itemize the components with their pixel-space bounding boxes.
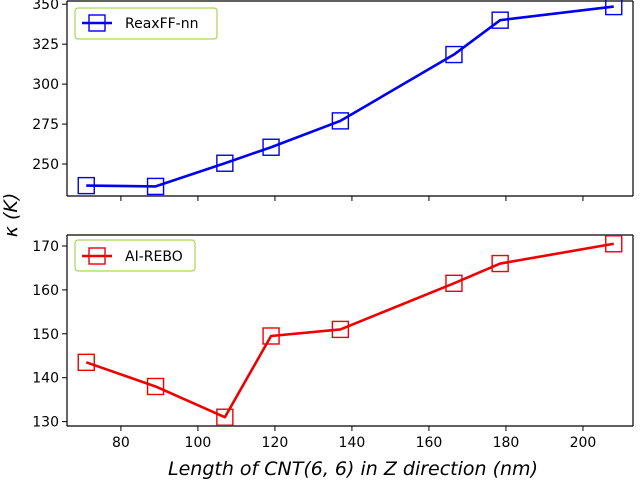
top-data-point (605, 0, 623, 16)
top-y-tick-label: 250 (32, 157, 59, 173)
bottom-data-point (445, 274, 463, 292)
legend-bottom-label: AI-REBO (125, 249, 183, 265)
top-y-tick-label: 350 (32, 0, 59, 13)
top-data-point (491, 11, 509, 29)
x-tick-label: 160 (416, 435, 443, 451)
bottom-data-point (331, 320, 350, 339)
legend-top-box (74, 7, 218, 40)
legend-top-marker-swatch (88, 14, 106, 32)
x-tick-label: 140 (339, 435, 366, 451)
bottom-data-point (146, 377, 165, 396)
top-y-tick-label: 275 (32, 117, 59, 133)
x-tick-label: 180 (493, 435, 520, 451)
top-y-tick-label: 325 (32, 37, 59, 53)
top-data-point (445, 45, 463, 64)
bottom-y-tick-label: 150 (32, 327, 59, 343)
bottom-data-point (605, 235, 623, 253)
top-data-point (146, 177, 165, 196)
bottom-data-point (262, 327, 280, 345)
bottom-data-point (491, 254, 509, 273)
top-data-point (331, 112, 350, 130)
bottom-y-tick-label: 130 (32, 415, 59, 431)
legend-top: ReaxFF-nn (74, 7, 218, 40)
legend-bottom-marker-swatch (88, 247, 106, 265)
bottom-data-point (77, 353, 95, 372)
top-data-point (262, 138, 280, 156)
top-data-point (77, 176, 95, 195)
x-tick-label: 200 (570, 435, 597, 451)
bottom-y-tick-label: 160 (32, 283, 59, 299)
legend-top-label: ReaxFF-nn (125, 16, 198, 32)
x-axis-title: Length of CNT(6, 6) in Z direction (nm) (168, 458, 538, 480)
top-y-tick-label: 300 (32, 77, 59, 93)
bottom-panel: 130 140 150 160 170 80 100 120 140 160 180 200 (32, 234, 634, 451)
bottom-y-tick-label: 140 (32, 371, 59, 387)
bottom-data-point (216, 408, 234, 426)
x-tick-label: 100 (185, 435, 212, 451)
x-tick-label: 80 (112, 435, 130, 451)
y-axis-title: κ (K) (0, 193, 22, 238)
x-tick-label: 120 (262, 435, 289, 451)
top-panel: 250 275 300 325 350 (32, 0, 634, 201)
top-data-point (216, 154, 234, 172)
legend-bottom: AI-REBO (74, 239, 196, 272)
bottom-y-tick-label: 170 (32, 239, 59, 255)
